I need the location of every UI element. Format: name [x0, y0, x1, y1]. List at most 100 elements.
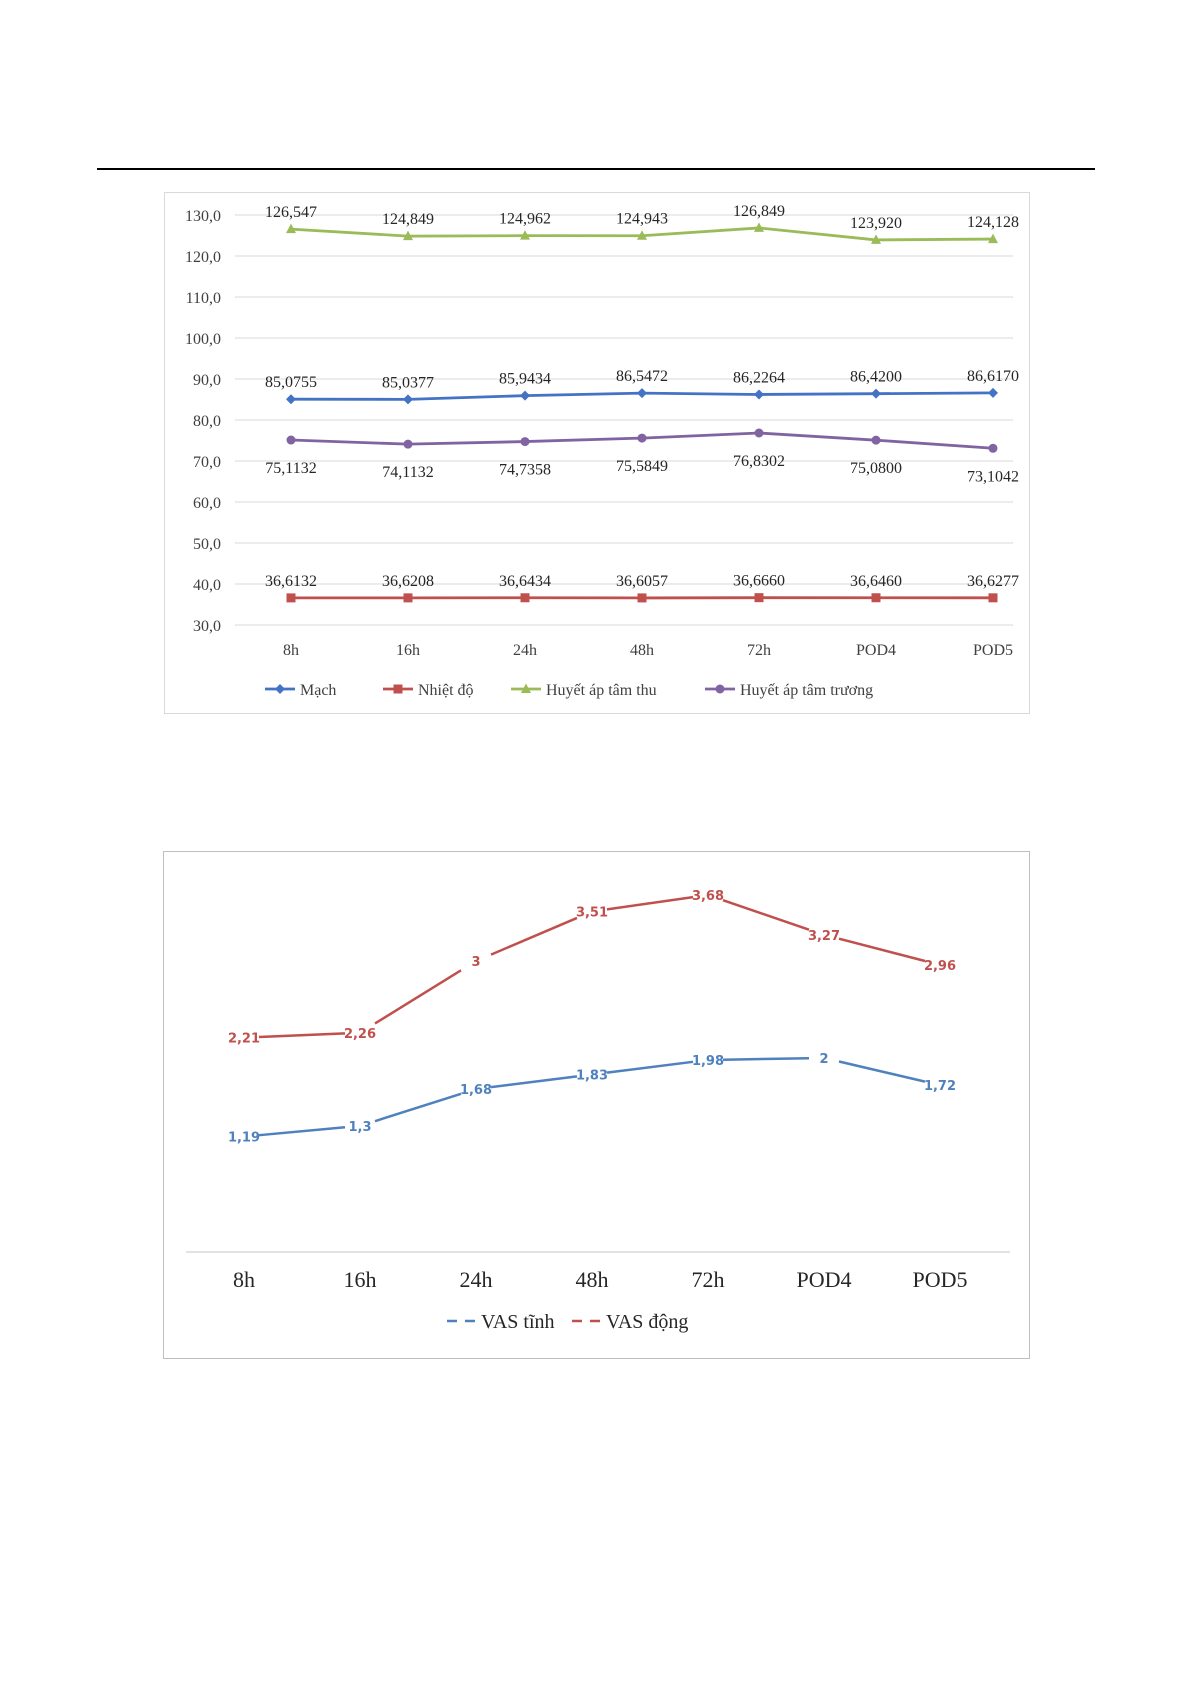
legend-marker	[715, 684, 725, 694]
x-tick-label: 72h	[692, 1267, 725, 1292]
data-point	[988, 233, 998, 244]
legend-label: Huyết áp tâm thu	[546, 682, 657, 699]
data-point	[871, 593, 881, 603]
series-line-1	[374, 969, 462, 1025]
series-line-0	[838, 1060, 926, 1083]
data-label: 2	[819, 1052, 828, 1067]
y-tick-label: 50,0	[193, 536, 221, 553]
x-tick-label: 48h	[630, 642, 654, 659]
data-label: 86,5472	[616, 368, 668, 385]
series-line-1	[258, 1032, 346, 1039]
x-tick-label: 48h	[576, 1267, 609, 1292]
x-tick-label: 72h	[747, 642, 771, 659]
y-tick-label: 110,0	[186, 290, 221, 307]
x-tick-label: 8h	[283, 642, 299, 659]
data-label: 85,9434	[499, 371, 551, 388]
data-label: 3	[471, 955, 480, 970]
vas-chart-frame: 8h 16h 24h 48h 72h POD4 POD5 1,19 1,3 1,68 1,83 1,9…	[163, 851, 1030, 1359]
data-label: 86,6170	[967, 368, 1019, 385]
data-label: 74,7358	[499, 462, 551, 479]
data-label: 3,68	[692, 889, 724, 904]
y-tick-label: 40,0	[193, 577, 221, 594]
data-label: 36,6057	[616, 573, 668, 590]
x-tick-label: 24h	[460, 1267, 493, 1292]
y-tick-label: 60,0	[193, 495, 221, 512]
data-label: 75,1132	[265, 460, 316, 477]
y-tick-label: 30,0	[193, 618, 221, 635]
data-point	[520, 437, 530, 447]
data-label: 36,6132	[265, 573, 317, 590]
data-point	[637, 593, 647, 603]
data-label: 1,3	[348, 1120, 371, 1135]
series-line-0	[490, 1075, 578, 1089]
y-tick-label: 130,0	[185, 208, 221, 225]
data-label: 36,6434	[499, 573, 551, 590]
data-point	[988, 387, 998, 398]
data-point	[520, 390, 530, 401]
data-point	[637, 433, 647, 443]
legend-label: Nhiệt độ	[418, 682, 474, 699]
data-label: 1,98	[692, 1054, 724, 1069]
data-point	[754, 428, 764, 438]
data-label: 3,27	[808, 929, 840, 944]
legend-label: Mạch	[300, 682, 336, 699]
series-line-0	[722, 1057, 810, 1061]
data-label: 1,68	[460, 1083, 492, 1098]
data-label: 36,6208	[382, 573, 434, 590]
data-point	[871, 234, 881, 244]
data-label: 86,2264	[733, 369, 785, 386]
page-header-rule	[97, 168, 1095, 170]
y-tick-label: 70,0	[193, 454, 221, 471]
legend-marker	[393, 684, 403, 694]
data-label: 124,962	[499, 211, 551, 228]
legend-label: VAS động	[606, 1311, 688, 1333]
x-tick-label: 16h	[344, 1267, 377, 1292]
data-point	[286, 223, 296, 234]
x-tick-label: POD5	[973, 642, 1013, 659]
data-point	[520, 593, 530, 603]
data-label: 123,920	[850, 215, 902, 232]
data-point	[520, 230, 530, 240]
y-tick-label: 100,0	[185, 331, 221, 348]
series-line-1	[490, 916, 578, 956]
data-point	[871, 388, 881, 399]
data-point	[988, 593, 998, 603]
series-line-0	[374, 1092, 462, 1123]
legend-label: VAS tĩnh	[481, 1311, 555, 1333]
legend-label: Huyết áp tâm trương	[740, 682, 873, 699]
x-tick-label: POD5	[912, 1267, 967, 1292]
data-label: 76,8302	[733, 453, 785, 470]
data-label: 73,1042	[967, 468, 1019, 485]
data-label: 85,0755	[265, 374, 317, 391]
data-label: 124,128	[967, 214, 1019, 231]
x-tick-label: 16h	[396, 642, 420, 659]
data-label: 85,0377	[382, 374, 434, 391]
series-line-0	[606, 1060, 694, 1074]
data-label: 74,1132	[382, 464, 433, 481]
vital-signs-chart-frame: 130,0 120,0 110,0 100,0 90,0 80,0 70,0 60,0 50,0…	[164, 192, 1030, 714]
vital-signs-chart: 130,0 120,0 110,0 100,0 90,0 80,0 70,0 60,0 50,0…	[185, 203, 1019, 699]
data-point	[754, 389, 764, 400]
data-point	[637, 230, 647, 240]
data-label: 124,849	[382, 211, 434, 228]
series-line-0	[258, 1126, 346, 1137]
data-point	[637, 388, 647, 399]
data-label: 2,26	[344, 1027, 376, 1042]
vas-pain-chart: 8h 16h 24h 48h 72h POD4 POD5 1,19 1,3 1,68 1,83 1,9…	[186, 889, 1010, 1333]
series-line-1	[722, 899, 810, 931]
y-tick-label: 80,0	[193, 413, 221, 430]
data-label: 36,6460	[850, 573, 902, 590]
data-label: 1,72	[924, 1079, 956, 1094]
data-label: 124,943	[616, 211, 668, 228]
x-tick-label: 8h	[233, 1267, 255, 1292]
data-point	[988, 443, 998, 453]
data-point	[754, 593, 764, 603]
data-label: 75,0800	[850, 460, 902, 477]
data-point	[403, 439, 413, 449]
data-point	[403, 230, 413, 241]
data-label: 36,6277	[967, 573, 1019, 590]
y-tick-label: 90,0	[193, 372, 221, 389]
data-label: 75,5849	[616, 458, 668, 475]
data-point	[286, 593, 296, 603]
data-label: 36,6660	[733, 573, 785, 590]
